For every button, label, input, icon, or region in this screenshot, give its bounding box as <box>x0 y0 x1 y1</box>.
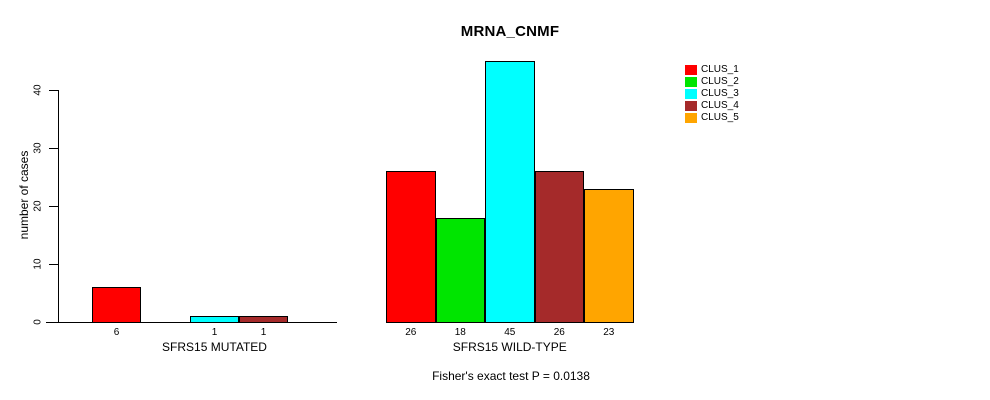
bar-value-label: 26 <box>405 327 417 338</box>
bar-value-label: 45 <box>504 327 516 338</box>
bar-clus_3 <box>485 61 535 323</box>
legend-swatch-icon <box>685 101 697 111</box>
bar-clus_2 <box>435 217 485 323</box>
legend-label: CLUS_2 <box>701 76 739 87</box>
legend-item-clus_1: CLUS_1 <box>685 64 739 76</box>
y-axis-tick <box>49 148 58 149</box>
legend-swatch-icon <box>685 77 697 87</box>
legend-item-clus_5: CLUS_5 <box>685 112 739 124</box>
legend-item-clus_4: CLUS_4 <box>685 100 739 112</box>
group-label: SFRS15 WILD-TYPE <box>452 340 567 354</box>
legend-swatch-icon <box>685 65 697 75</box>
group-label: SFRS15 MUTATED <box>162 340 267 354</box>
y-tick-label: 40 <box>32 84 44 96</box>
bar-clus_1 <box>386 171 436 323</box>
bar-value-label: 1 <box>211 327 218 338</box>
legend-label: CLUS_5 <box>701 112 739 123</box>
y-axis-line <box>58 90 59 323</box>
chart-title: MRNA_CNMF <box>460 23 560 40</box>
y-tick-label: 30 <box>32 142 44 154</box>
bar-clus_3 <box>190 316 239 323</box>
legend-label: CLUS_1 <box>701 64 739 75</box>
legend-swatch-icon <box>685 89 697 99</box>
legend: CLUS_1 CLUS_2 CLUS_3 CLUS_4 CLUS_5 <box>685 64 739 124</box>
bar-clus_5 <box>584 188 634 323</box>
y-tick-label: 20 <box>32 200 44 212</box>
bar-value-label: 23 <box>603 327 615 338</box>
legend-label: CLUS_3 <box>701 88 739 99</box>
bar-clus_1 <box>92 287 141 323</box>
y-tick-label: 0 <box>32 319 44 325</box>
stat-annotation: Fisher's exact test P = 0.0138 <box>432 369 590 383</box>
bar-clus_4 <box>534 171 584 323</box>
bar-value-label: 18 <box>454 327 466 338</box>
y-axis-tick <box>49 264 58 265</box>
legend-swatch-icon <box>685 113 697 123</box>
bar-value-label: 1 <box>260 327 267 338</box>
legend-item-clus_3: CLUS_3 <box>685 88 739 100</box>
y-axis-tick <box>49 206 58 207</box>
bar-clus_4 <box>239 316 288 323</box>
y-axis-tick <box>49 90 58 91</box>
bar-value-label: 6 <box>113 327 120 338</box>
y-tick-label: 10 <box>32 258 44 270</box>
legend-item-clus_2: CLUS_2 <box>685 76 739 88</box>
legend-label: CLUS_4 <box>701 100 739 111</box>
bar-value-label: 26 <box>553 327 565 338</box>
